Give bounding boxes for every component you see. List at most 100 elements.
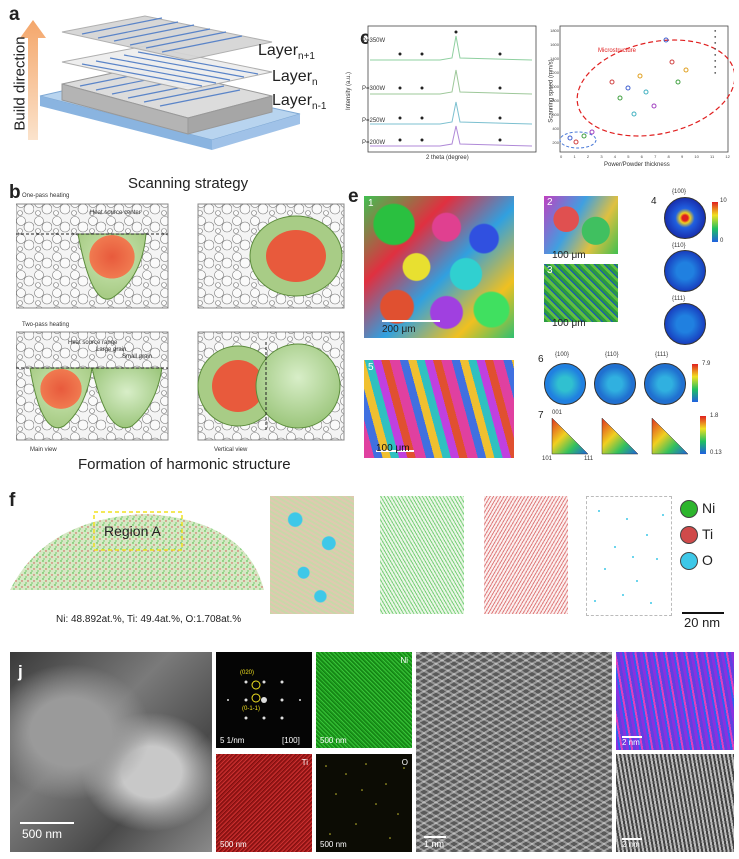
process-window-chart: ●●●● ●●●● xyxy=(559,25,734,153)
pf4-cbar-max: 10 xyxy=(720,198,727,204)
panel-e-label: e xyxy=(348,186,359,207)
tem-scale-label: 500 nm xyxy=(22,827,63,841)
eds-o-map: O 500 nm xyxy=(316,754,412,852)
eds-ni-map: Ni 500 nm xyxy=(316,652,412,748)
legend-ti-swatch xyxy=(680,526,698,544)
saed-spot-020: (020) xyxy=(240,670,255,676)
xrd-trace-3: P=250W xyxy=(362,118,386,124)
vertical-view-label: Vertical view xyxy=(214,447,248,453)
harmonic-structure-diagram xyxy=(16,203,345,441)
tem-bright-field: j 500 nm xyxy=(10,652,212,852)
legend-ni-label: Ni xyxy=(702,500,716,516)
pf4-label-111: {111} xyxy=(672,296,686,302)
ebsd-sub-2: 2 xyxy=(547,197,553,208)
apt-ni-map xyxy=(380,496,464,614)
microstructure-region-label: Microstructure xyxy=(598,48,637,54)
ipf-triangles xyxy=(551,417,689,455)
eds-ti-map: Ti 500 nm xyxy=(216,754,312,852)
process-xlabel: Power/Powder thickness xyxy=(604,162,670,168)
saed-zone-axis: [100] xyxy=(282,736,300,745)
pf6-label-111: {111} xyxy=(655,352,669,358)
ifft-lattice: 2 nm xyxy=(616,754,734,852)
ebsd-scale-1: 200 μm xyxy=(382,324,416,335)
ebsd-map-1: 1 xyxy=(364,196,514,338)
panel-f-label: f xyxy=(9,490,16,511)
pole-figure-6-110 xyxy=(594,363,636,405)
panel-b-caption: Formation of harmonic structure xyxy=(78,456,291,473)
saed-spot-0-1-1: (0-1-1) xyxy=(242,706,261,712)
ebsd-scale-3: 100 μm xyxy=(552,318,586,329)
legend-ni-swatch xyxy=(680,500,698,518)
pf6-sub: 6 xyxy=(538,354,544,365)
process-yticks: 1800 1600 1400 1200 1000 800 600 400 200 xyxy=(550,28,559,145)
panel-j-label: j xyxy=(18,662,23,681)
panel-b-label: b xyxy=(9,182,21,203)
build-direction-arrow xyxy=(20,20,46,140)
pf4-label-110: {110} xyxy=(672,243,686,249)
pf6-cbar-max: 7.9 xyxy=(702,361,711,367)
composition-label: Ni: 48.892at.%, Ti: 49.4at.%, O:1.708at.… xyxy=(56,614,242,625)
ebsd-scale-2: 100 μm xyxy=(552,250,586,261)
svg-text:●: ● xyxy=(714,58,717,63)
svg-text:●: ● xyxy=(714,34,717,39)
xrd-trace-2: P=300W xyxy=(362,86,386,92)
pf4-sub: 4 xyxy=(651,196,657,207)
panel-a-label: a xyxy=(9,4,20,25)
hrtem-scale: 1 nm xyxy=(424,839,445,849)
pf6-colorbar xyxy=(692,364,698,402)
main-view-label: Main view xyxy=(30,447,57,453)
eds-ti-label: Ti xyxy=(301,758,308,767)
gpa-scale-2: 2 nm xyxy=(622,840,640,849)
svg-text:●: ● xyxy=(714,64,717,69)
saed-pattern: (020) (0-1-1) 5 1/nm [100] xyxy=(216,652,312,748)
svg-text:●: ● xyxy=(714,28,717,33)
eds-o-scale: 500 nm xyxy=(320,840,347,849)
xrd-trace-1: P=350W xyxy=(362,38,386,44)
legend-o-swatch xyxy=(680,552,698,570)
xrd-trace-4: P=200W xyxy=(362,140,386,146)
layer-mid-label: Layern xyxy=(272,68,318,89)
ipf-right-corner: 111 xyxy=(584,456,594,462)
eds-o-label: O xyxy=(401,758,408,767)
one-pass-label: One-pass heating xyxy=(22,193,70,199)
heat-source-range-label: Heat source range xyxy=(68,340,118,346)
layer-top-label: Layern+1 xyxy=(258,42,315,63)
ipf-sub: 7 xyxy=(538,410,544,421)
eds-ti-scale: 500 nm xyxy=(220,840,247,849)
ipf-cbar-min: 0.13 xyxy=(710,450,722,456)
gpa-scale-1: 2 nm xyxy=(622,738,640,747)
ipf-colorbar xyxy=(700,416,706,454)
eds-ni-label: Ni xyxy=(400,656,408,665)
ebsd-sub-5: 5 xyxy=(368,362,374,373)
apt-ti-map xyxy=(484,496,568,614)
pf6-label-100: {100} xyxy=(555,352,570,358)
pf4-cbar-min: 0 xyxy=(720,238,724,244)
scanning-strategy-diagram xyxy=(20,15,301,150)
layer-bot-label: Layern-1 xyxy=(272,92,327,113)
two-pass-label: Two-pass heating xyxy=(22,322,70,328)
pf4-colorbar xyxy=(712,202,718,242)
pole-figure-111 xyxy=(664,303,706,345)
ebsd-sub-1: 1 xyxy=(368,198,374,209)
saed-scale: 5 1/nm xyxy=(220,736,245,745)
pole-figure-6-111 xyxy=(644,363,686,405)
svg-text:●: ● xyxy=(714,40,717,45)
panel-c-label: c xyxy=(360,28,371,49)
gpa-strain-map: 2 nm xyxy=(616,652,734,750)
apt-reconstruction xyxy=(10,511,264,590)
hrtem-lattice: 1 nm xyxy=(416,652,612,852)
apt-scale-label: 20 nm xyxy=(684,615,721,630)
xrd-ylabel: Intensity (a.u.) xyxy=(346,71,353,111)
heat-source-center-label: Heat source center xyxy=(90,210,141,216)
ebsd-map-5: 5 xyxy=(364,360,514,458)
svg-text:●: ● xyxy=(714,52,717,57)
small-grain-label: Small grain xyxy=(122,354,153,360)
xrd-chart xyxy=(367,25,537,153)
eds-ni-scale: 500 nm xyxy=(320,736,347,745)
ebsd-scale-5: 100 μm xyxy=(376,443,410,454)
ipf-left-corner: 101 xyxy=(542,456,553,462)
legend-o-label: O xyxy=(702,552,713,568)
pf4-label-100: {100} xyxy=(672,189,687,195)
ebsd-sub-3: 3 xyxy=(547,265,553,276)
